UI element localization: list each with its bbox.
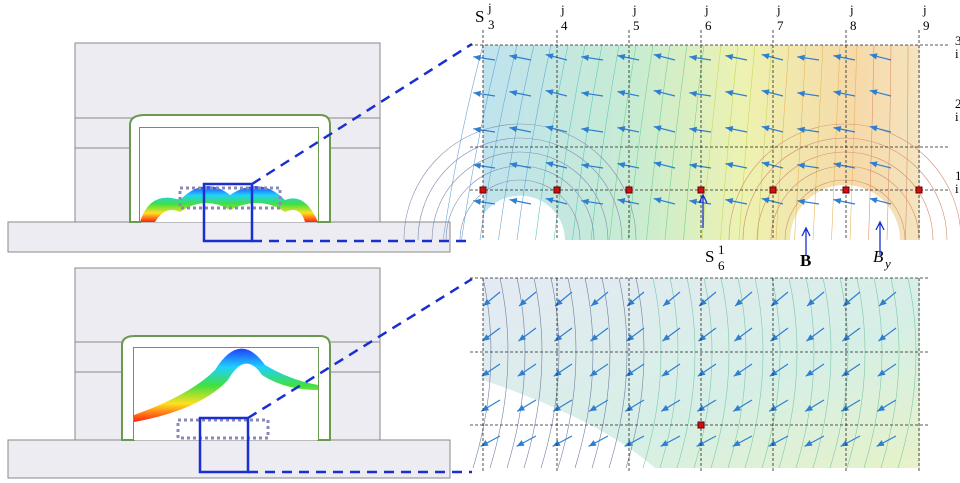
arrow-head — [473, 55, 481, 61]
column-label-sub: 4 — [561, 18, 568, 33]
node — [843, 187, 849, 193]
node — [626, 187, 632, 193]
row-label-sub: i — [955, 109, 959, 124]
column-label-sub: 5 — [633, 18, 640, 33]
device-bottom — [8, 268, 472, 478]
figure: S j 3 S 1 6 B B y j4j5j6j7j8j93i2i1i — [0, 0, 960, 483]
column-label-sub: 8 — [850, 18, 857, 33]
annotation: S — [705, 247, 714, 266]
column-label-sup: j — [849, 2, 854, 17]
row-label-sub: i — [955, 46, 959, 61]
node — [698, 187, 704, 193]
row-label-sub: i — [955, 181, 959, 196]
field-line — [443, 45, 483, 240]
column-label-sup: j — [560, 2, 565, 17]
column-label-sup: j — [487, 0, 492, 15]
arrow-head — [473, 163, 481, 169]
column-label-sup: j — [776, 2, 781, 17]
column-label-sup: j — [704, 2, 709, 17]
node — [480, 187, 486, 193]
column-label-sub: 3 — [488, 17, 495, 32]
column-label-sub: 7 — [777, 18, 784, 33]
node — [770, 187, 776, 193]
column-label-sub: 9 — [923, 18, 930, 33]
node — [916, 187, 922, 193]
node — [698, 422, 704, 428]
device-top — [8, 43, 472, 252]
annotation-sup: 1 — [718, 242, 725, 257]
column-label-sup: j — [922, 2, 927, 17]
column-label-sub: 6 — [705, 18, 712, 33]
column-label-sup: j — [632, 2, 637, 17]
node — [554, 187, 560, 193]
annotation: B — [873, 247, 884, 266]
annotation-sub: y — [883, 256, 891, 271]
annotation-sub: 6 — [718, 258, 725, 273]
arrow-head — [473, 91, 481, 97]
arrow-head — [473, 199, 481, 205]
column-label-base: S — [475, 7, 484, 26]
